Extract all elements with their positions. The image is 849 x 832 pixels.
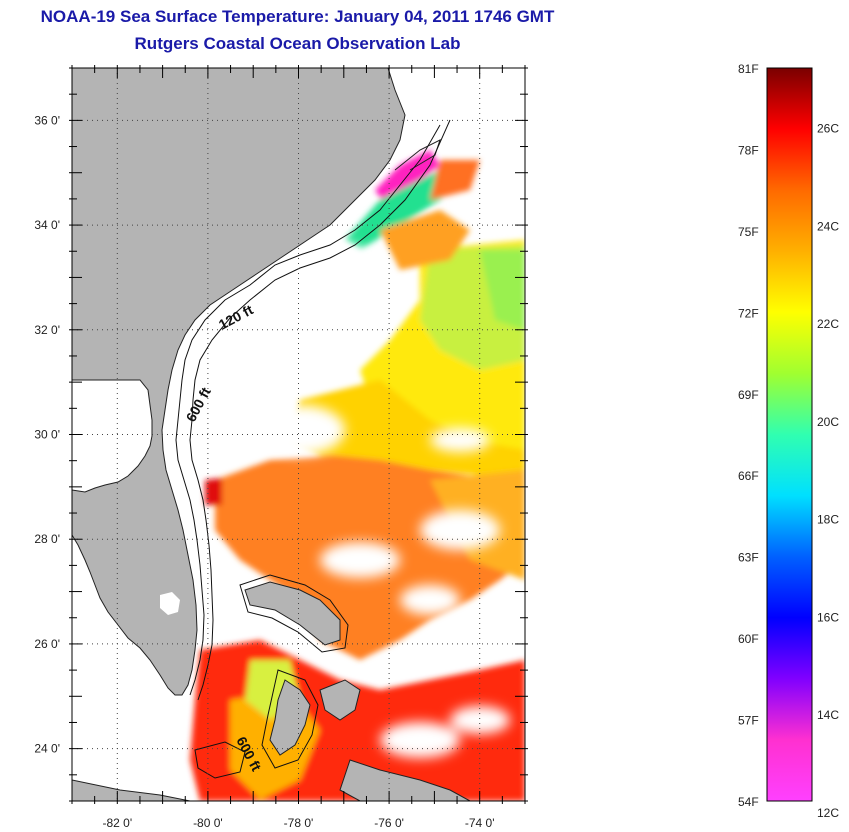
colorbar-f-label: 72F <box>738 306 759 320</box>
us-land <box>72 68 406 696</box>
colorbar-f-label: 78F <box>738 143 759 157</box>
latitude-labels: 24 0' 26 0' 28 0' 30 0' 32 0' 34 0' 36 0' <box>34 113 60 755</box>
colorbar-celsius-labels: 26C 24C 22C 20C 18C 16C 14C 12C <box>817 122 839 820</box>
bahamas-islands <box>319 679 361 721</box>
colorbar-f-label: 81F <box>738 62 759 76</box>
colorbar-c-label: 26C <box>817 122 839 136</box>
colorbar-scale <box>766 67 813 802</box>
colorbar-fahrenheit-labels: 81F 78F 75F 72F 69F 66F 63F 60F 57F 54F <box>738 62 759 809</box>
colorbar-c-label: 12C <box>817 806 839 820</box>
colorbar-c-label: 16C <box>817 610 839 624</box>
colorbar-c-label: 24C <box>817 219 839 233</box>
colorbar-f-label: 69F <box>738 388 759 402</box>
colorbar-f-label: 63F <box>738 551 759 565</box>
contour-600ft <box>189 119 451 701</box>
lat-label: 34 0' <box>34 218 60 232</box>
lat-label: 30 0' <box>34 428 60 442</box>
colorbar-f-label: 75F <box>738 225 759 239</box>
bahamas-andros <box>269 679 311 756</box>
map-ticks <box>69 65 528 804</box>
lat-label: 32 0' <box>34 323 60 337</box>
lat-label: 24 0' <box>34 742 60 756</box>
lat-label: 28 0' <box>34 532 60 546</box>
colorbar-f-label: 54F <box>738 795 759 809</box>
south-land <box>72 779 191 801</box>
colorbar-f-label: 66F <box>738 469 759 483</box>
lon-label: -82 0' <box>102 816 132 830</box>
contour-bahamas-2 <box>261 669 319 769</box>
lon-label: -74 0' <box>465 816 495 830</box>
lon-label: -80 0' <box>193 816 223 830</box>
contour-bahamas <box>239 574 349 653</box>
colorbar-c-label: 22C <box>817 317 839 331</box>
map-title: NOAA-19 Sea Surface Temperature: January… <box>40 7 555 26</box>
outer-banks <box>394 139 441 171</box>
lon-label: -76 0' <box>374 816 404 830</box>
lake <box>160 592 180 615</box>
lat-label: 26 0' <box>34 637 60 651</box>
bahamas-grand-bahama <box>244 581 341 646</box>
lat-label: 36 0' <box>34 113 60 127</box>
colorbar-c-label: 14C <box>817 708 839 722</box>
colorbar-f-label: 60F <box>738 632 759 646</box>
contour-120ft <box>175 124 441 696</box>
colorbar-c-label: 18C <box>817 513 839 527</box>
longitude-labels: -82 0' -80 0' -78 0' -76 0' -74 0' <box>102 816 494 830</box>
map-subtitle: Rutgers Coastal Ocean Observation Lab <box>134 34 461 53</box>
cloud-mask <box>255 240 510 758</box>
colorbar-f-label: 57F <box>738 714 759 728</box>
contour-south <box>194 741 246 779</box>
map-grid <box>72 68 525 801</box>
colorbar-c-label: 20C <box>817 415 839 429</box>
lon-label: -78 0' <box>284 816 314 830</box>
